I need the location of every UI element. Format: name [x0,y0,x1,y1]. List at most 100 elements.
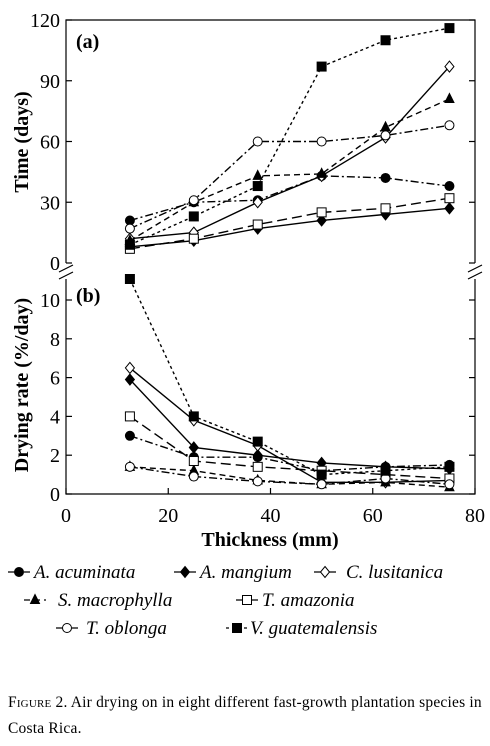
panel-b-ylabel: Drying rate (%/day) [11,298,33,472]
data-point [316,136,327,147]
panel-a-label: (a) [76,31,99,53]
data-point [316,479,327,490]
data-point [380,35,391,46]
data-point [444,193,455,204]
data-point [444,60,455,73]
caption-text: Air drying on in eight different fast-gr… [8,694,482,737]
series-line-t-oblonga [129,124,450,230]
legend-item: S. macrophylla [24,590,172,611]
legend-item: A. acuminata [8,562,135,583]
data-point [444,120,455,131]
panel-a: (a) Time (days) 0 30 60 90 120 [11,10,476,275]
data-point [252,219,263,230]
data-point [380,203,391,214]
data-point [380,172,391,183]
data-point [444,92,455,103]
y-tick-label: 4 [50,406,60,428]
legend-marker [319,565,331,579]
data-point [444,479,455,490]
data-point [188,411,199,422]
legend-label: C. lusitanica [346,562,443,583]
data-point [252,476,263,487]
data-point [188,195,199,206]
data-point [444,202,455,215]
data-point [380,130,391,141]
data-point [124,361,136,375]
data-point [124,461,135,472]
y-tick-label: 8 [50,329,60,351]
x-axis-ticks: 0 20 40 60 80 [61,488,485,527]
x-tick-label: 80 [465,505,485,527]
panel-b-series [124,274,455,492]
data-point [444,461,455,472]
legend-marker [242,595,252,605]
data-point [124,373,136,386]
y-tick-label: 120 [30,10,60,32]
data-point [316,207,327,218]
y-tick-label: 0 [50,484,60,506]
data-point [316,469,327,480]
data-point [252,195,263,209]
series-line-t-oblonga [129,466,450,486]
legend-marker [14,567,24,577]
axis-break-marks [58,264,483,280]
data-point [188,441,199,454]
legend-label: V. guatemalensis [250,618,377,639]
data-point [124,430,135,441]
data-point [444,23,455,34]
data-point [124,274,135,284]
data-point [252,448,263,462]
y-tick-label: 6 [50,368,60,390]
panel-b-frame [65,279,476,495]
legend-marker [179,565,191,579]
legend-marker [62,623,72,633]
legend-items: A. acuminata A. mangium C. lusitanica S. ma… [8,562,443,639]
series-line-c-lusitanica [129,367,450,484]
legend-label: S. macrophylla [58,590,172,611]
data-point [380,465,391,476]
legend-label: A. mangium [198,562,292,583]
series-line-s-macrophylla [129,98,450,242]
x-tick-label: 0 [61,505,71,527]
y-tick-label: 90 [40,71,60,93]
x-tick-label: 60 [363,505,383,527]
x-tick-label: 40 [261,505,281,527]
data-point [252,436,263,447]
legend-item: T. oblonga [56,618,167,639]
caption-label: Figure 2. [8,694,68,711]
panel-b-label: (b) [76,285,100,307]
y-tick-label: 10 [40,290,60,312]
data-point [124,411,135,422]
legend-item: A. mangium [174,562,292,583]
series-line-c-lusitanica [129,66,450,240]
series-line-v-guatemalensis [129,278,450,476]
data-point [188,471,199,482]
legend-item: T. amazonia [236,590,355,611]
series-line-a-acuminata [129,435,450,472]
y-tick-label: 2 [50,445,60,467]
x-axis-label-b: Thickness (mm) [201,530,338,551]
panel-a-y-ticks: 0 30 60 90 120 [30,10,475,275]
panel-a-ylabel: Time (days) [11,91,33,192]
panel-b-y-ticks: 0 2 4 6 8 10 [40,290,475,506]
y-tick-label: 0 [50,253,60,275]
panel-a-series [124,23,455,254]
series-line-t-amazonia [129,197,450,250]
data-point [188,233,199,244]
data-point [316,167,327,178]
data-point [124,223,135,234]
legend-marker [232,623,242,633]
data-point [252,136,263,147]
series-line-a-mangium [129,207,450,248]
series-line-v-guatemalensis [129,27,450,246]
legend-label: T. oblonga [86,618,167,639]
legend-label: A. acuminata [32,562,135,583]
data-point [124,239,135,250]
y-tick-label: 60 [40,132,60,154]
series-line-a-mangium [129,379,450,470]
data-point [252,461,263,472]
series-line-t-amazonia [129,415,450,480]
series-line-a-acuminata [129,175,450,222]
legend-item: V. guatemalensis [226,618,377,639]
x-tick-label: 20 [158,505,178,527]
